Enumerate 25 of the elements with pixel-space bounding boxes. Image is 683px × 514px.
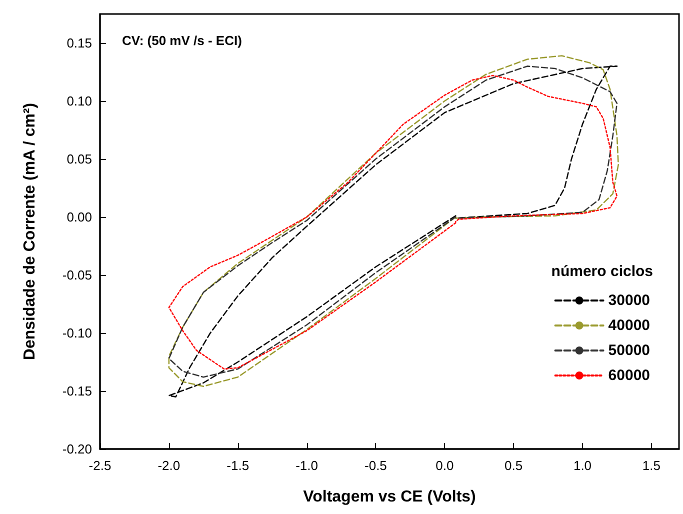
- x-tick-label: 1.5: [642, 458, 660, 473]
- legend-label: 60000: [608, 367, 650, 384]
- x-tick-label: -2.0: [158, 458, 180, 473]
- y-tick-label: 0.05: [66, 152, 92, 166]
- x-tick-label: 0.0: [436, 458, 454, 473]
- legend-label: 50000: [608, 342, 650, 359]
- x-tick-label: 1.0: [573, 458, 592, 473]
- legend-title: número ciclos: [551, 263, 654, 280]
- y-tick-label: -0.05: [62, 268, 92, 282]
- x-tick-label: -1.5: [226, 458, 250, 473]
- x-axis-title: Voltagem vs CE (Volts): [303, 488, 476, 506]
- x-tick-label: 0.5: [504, 458, 523, 473]
- x-tick-label: -0.5: [364, 458, 387, 473]
- y-tick-label: 0.10: [66, 94, 92, 108]
- y-tick-label: -0.20: [62, 442, 92, 456]
- x-tick-label: -1.0: [296, 458, 318, 473]
- annotation: CV: (50 mV /s - ECI): [122, 33, 242, 48]
- y-tick-label: 0.00: [66, 210, 92, 224]
- y-tick-label: -0.10: [62, 326, 92, 340]
- y-tick-label: -0.15: [62, 384, 92, 398]
- legend-label: 40000: [608, 317, 650, 334]
- legend-label: 30000: [608, 292, 650, 309]
- y-axis-title: Densidade de Corrente (mA / cm²): [22, 102, 38, 360]
- x-tick-label: -2.5: [88, 458, 112, 473]
- y-tick-label: 0.15: [66, 36, 92, 50]
